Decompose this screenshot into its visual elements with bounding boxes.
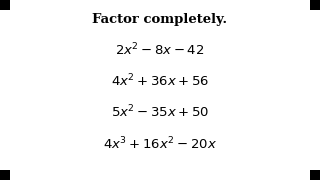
- Bar: [310, 170, 320, 180]
- Bar: [0, 170, 10, 180]
- Text: Factor completely.: Factor completely.: [92, 13, 228, 26]
- Text: $5x^2 - 35x + 50$: $5x^2 - 35x + 50$: [111, 103, 209, 120]
- Bar: [310, 0, 320, 10]
- Bar: [0, 0, 10, 10]
- Text: $4x^2 + 36x + 56$: $4x^2 + 36x + 56$: [111, 73, 209, 89]
- Text: $4x^3 + 16x^2 - 20x$: $4x^3 + 16x^2 - 20x$: [103, 136, 217, 152]
- Text: $2x^2 - 8x - 42$: $2x^2 - 8x - 42$: [115, 42, 205, 59]
